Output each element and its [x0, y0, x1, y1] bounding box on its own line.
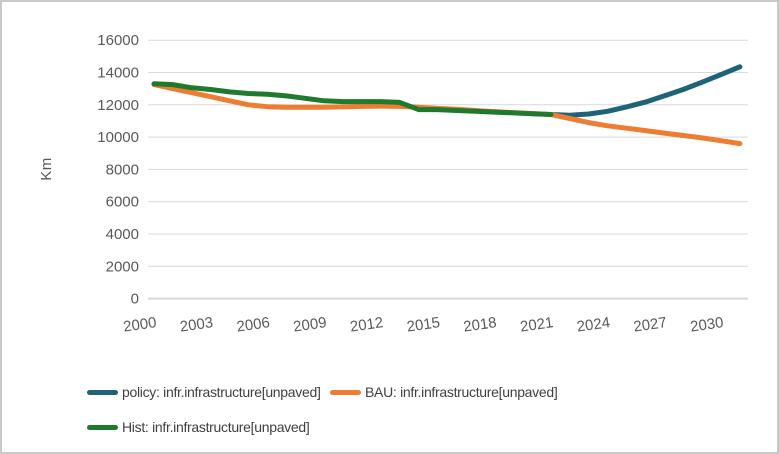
x-tick-label: 2000: [122, 314, 157, 335]
x-tick-label: 2027: [632, 314, 667, 335]
x-tick-label: 2024: [576, 314, 611, 335]
legend-label-policy: policy: infr.infrastructure[unpaved]: [122, 384, 321, 400]
legend-marker-hist: [87, 424, 118, 430]
legend-marker-policy: [87, 389, 118, 395]
series-line-hist: [151, 81, 554, 117]
x-tick-label: 2003: [179, 314, 214, 335]
legend-item-policy: policy: infr.infrastructure[unpaved]: [87, 382, 321, 402]
x-tick-label: 2012: [349, 314, 384, 335]
y-tick-label: 6000: [106, 194, 139, 211]
y-tick-label: 12000: [97, 97, 139, 114]
legend-item-bau: BAU: infr.infrastructure[unpaved]: [330, 382, 558, 402]
x-tick-label: 2021: [519, 314, 554, 335]
legend-label-hist: Hist: infr.infrastructure[unpaved]: [122, 419, 310, 435]
x-tick-label: 2018: [462, 314, 497, 335]
legend-item-hist: Hist: infr.infrastructure[unpaved]: [87, 417, 310, 437]
x-tick-label: 2030: [689, 314, 724, 335]
y-tick-label: 14000: [97, 65, 139, 82]
x-tick-label: 2006: [236, 314, 271, 335]
y-tick-label: 4000: [106, 226, 139, 243]
y-tick-label: 16000: [97, 32, 139, 49]
y-tick-label: 2000: [106, 258, 139, 275]
y-tick-label: 0: [131, 291, 139, 308]
x-tick-label: 2015: [406, 314, 441, 335]
series-line-policy: [548, 64, 743, 118]
legend-label-bau: BAU: infr.infrastructure[unpaved]: [365, 384, 558, 400]
legend-marker-bau: [330, 389, 361, 395]
x-tick-label: 2009: [292, 314, 327, 335]
y-tick-label: 10000: [97, 129, 139, 146]
y-tick-label: 8000: [106, 161, 139, 178]
